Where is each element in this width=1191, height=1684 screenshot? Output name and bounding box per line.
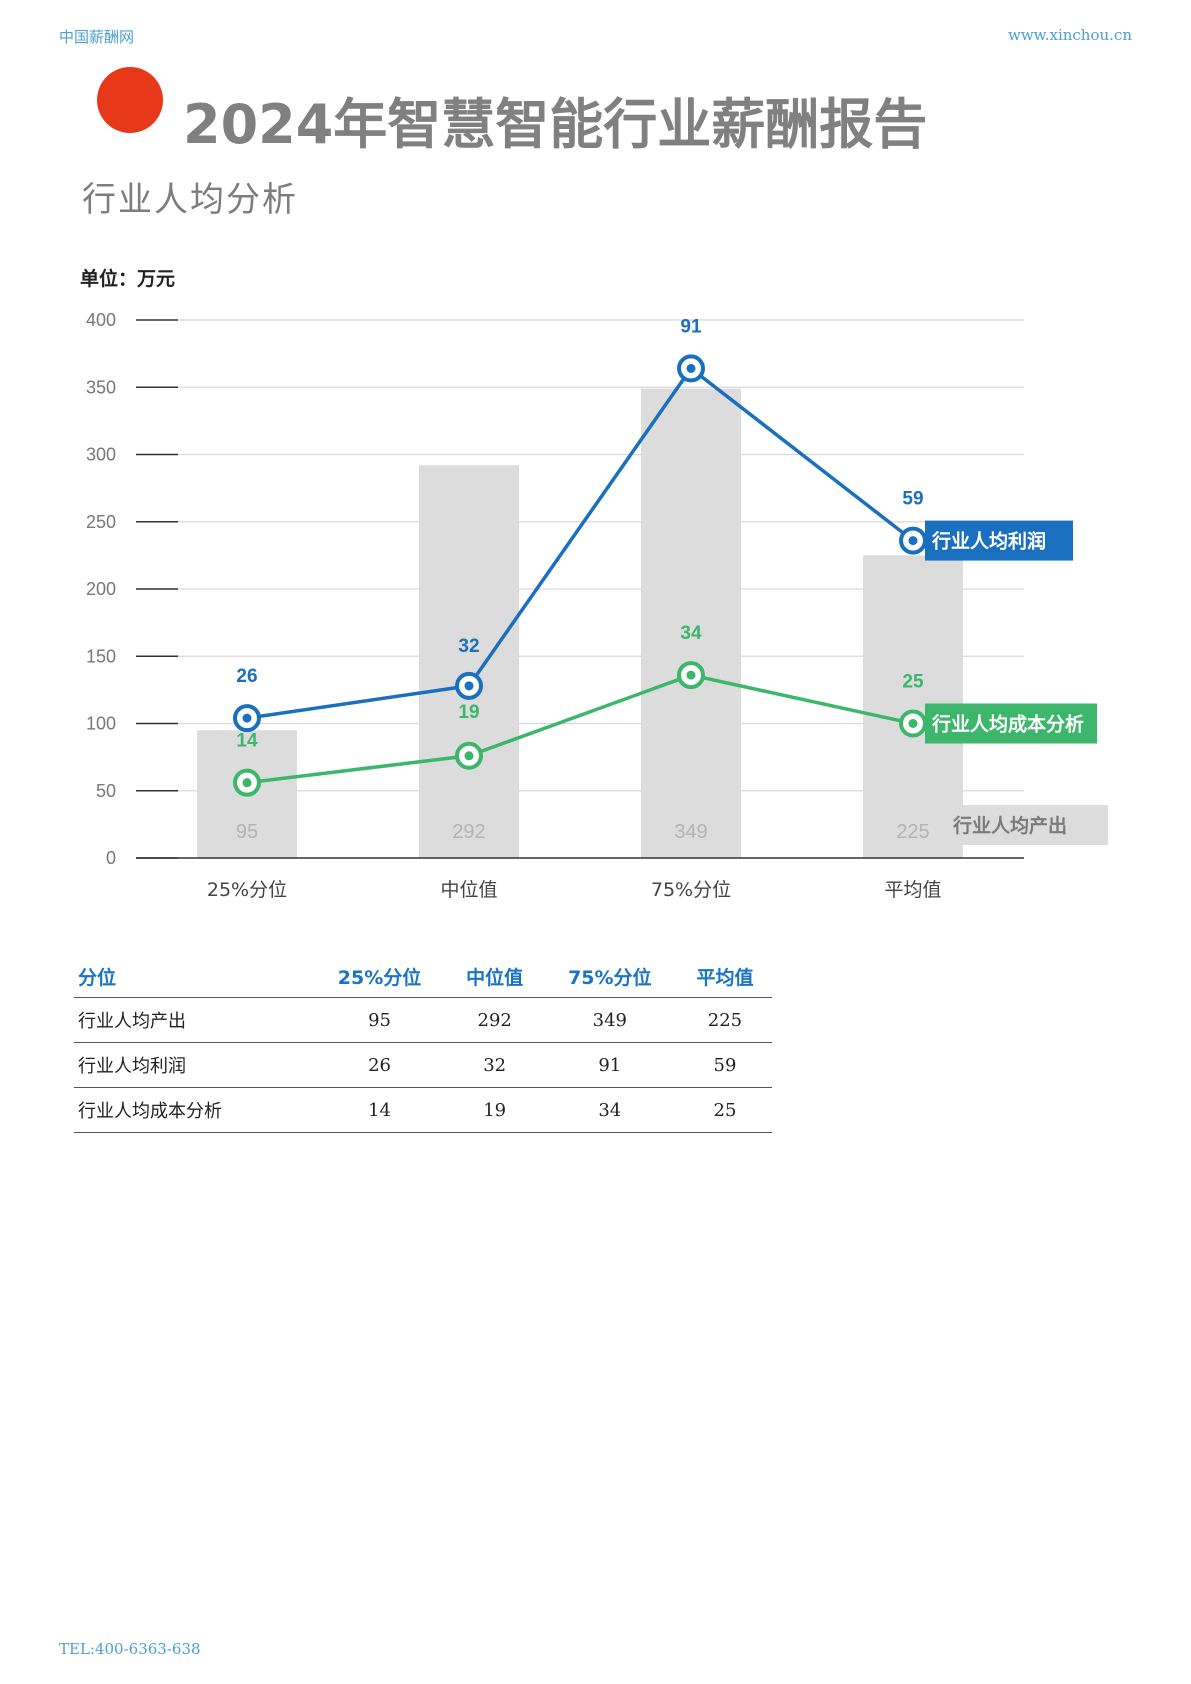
data-label: 25 <box>902 672 924 693</box>
legend-line-label: 行业人均成本分析 <box>931 713 1084 736</box>
series-marker-center <box>908 536 918 546</box>
site-url[interactable]: www.xinchou.cn <box>1007 26 1132 44</box>
y-tick-label: 200 <box>86 579 116 599</box>
x-tick-label: 中位值 <box>440 879 497 901</box>
y-tick-label: 250 <box>86 512 116 532</box>
table-row: 行业人均成本分析 14 19 34 25 <box>74 1087 772 1133</box>
table-row: 行业人均利润 26 32 91 59 <box>74 1042 772 1088</box>
data-label: 91 <box>680 316 702 337</box>
table-cell: 行业人均成本分析 <box>74 1087 312 1133</box>
data-label: 34 <box>680 623 702 644</box>
site-name: 中国薪酬网 <box>59 28 135 46</box>
y-tick-label: 400 <box>86 310 116 330</box>
legend-line-box <box>925 703 1097 744</box>
series-lines: 26 32 91 59 行业人均利润 14 19 34 25 行业人均成本分析 <box>233 316 1097 797</box>
table-cell: 26 <box>311 1042 448 1088</box>
y-tick-label: 0 <box>106 848 116 868</box>
series-marker-center <box>464 751 474 761</box>
table-header-cell: 平均值 <box>677 955 772 998</box>
data-label: 32 <box>458 636 479 657</box>
data-label: 26 <box>236 666 257 687</box>
footer-phone: TEL:400-6363-638 <box>59 1640 201 1658</box>
bar-value-label: 349 <box>674 821 707 843</box>
series-marker-center <box>686 670 696 680</box>
x-tick-label: 75%分位 <box>651 879 731 901</box>
table-cell: 行业人均产出 <box>74 997 312 1043</box>
series-marker-center <box>242 713 252 723</box>
table-cell: 59 <box>677 1042 772 1088</box>
unit-label: 单位：万元 <box>80 268 176 290</box>
table-cell: 225 <box>677 997 772 1043</box>
y-tick-label: 300 <box>86 445 116 465</box>
table-header-cell: 分位 <box>74 955 312 998</box>
table-header-cell: 中位值 <box>447 955 542 998</box>
series-marker-center <box>908 719 918 728</box>
bar-value-label: 225 <box>896 821 929 843</box>
bar-value-label: 95 <box>236 821 258 843</box>
y-tick-label: 150 <box>86 646 116 666</box>
bar <box>419 465 519 858</box>
y-tick-label: 350 <box>86 377 116 397</box>
data-label: 19 <box>458 702 479 723</box>
table-cell: 25 <box>677 1087 772 1133</box>
table-header-cell: 75%分位 <box>541 955 678 998</box>
legend-bar-label: 行业人均产出 <box>952 814 1067 837</box>
series-marker-center <box>686 363 696 373</box>
x-tick-label: 25%分位 <box>207 879 287 901</box>
table-header-row: 分位 25%分位 中位值 75%分位 平均值 <box>74 955 772 998</box>
table-cell: 行业人均利润 <box>74 1042 312 1088</box>
table-cell: 32 <box>447 1042 542 1088</box>
y-tick-label: 50 <box>96 781 116 801</box>
series-line <box>246 673 914 785</box>
data-label: 59 <box>902 489 923 510</box>
table-row: 行业人均产出 95 292 349 225 <box>74 997 772 1043</box>
page-title: 2024年智慧智能行业薪酬报告 <box>183 93 928 156</box>
table-cell: 19 <box>447 1087 542 1133</box>
series-marker-center <box>464 681 474 691</box>
y-tick-label: 100 <box>86 714 116 734</box>
table-cell: 349 <box>541 997 678 1043</box>
x-tick-label: 平均值 <box>884 879 941 901</box>
section-subtitle: 行业人均分析 <box>82 180 298 220</box>
combo-chart: 0 50 100 150 200 250 300 350 400 95 292 349 225 行业人均… <box>86 310 1108 901</box>
table-cell: 292 <box>447 997 542 1043</box>
table-cell: 14 <box>311 1087 448 1133</box>
legend-line-label: 行业人均利润 <box>931 530 1046 553</box>
x-axis: 25%分位 中位值 75%分位 平均值 <box>136 857 1024 901</box>
data-table: 分位 25%分位 中位值 75%分位 平均值 行业人均产出 95 292 349 225 行业人均… <box>74 955 772 1133</box>
table-cell: 95 <box>311 997 448 1043</box>
legend-line-box <box>925 520 1073 561</box>
table-cell: 91 <box>541 1042 678 1088</box>
table-header-cell: 25%分位 <box>311 955 448 998</box>
series-marker-center <box>242 778 252 788</box>
bars: 95 292 349 225 行业人均产出 <box>197 388 1108 858</box>
y-axis: 0 50 100 150 200 250 300 350 400 <box>86 310 116 868</box>
series-line <box>246 366 915 720</box>
table-cell: 34 <box>541 1087 678 1133</box>
bar-value-label: 292 <box>452 821 485 843</box>
accent-dot <box>97 67 163 133</box>
data-label: 14 <box>236 731 258 752</box>
legend-bar-box <box>938 805 1108 845</box>
bar <box>641 388 741 858</box>
